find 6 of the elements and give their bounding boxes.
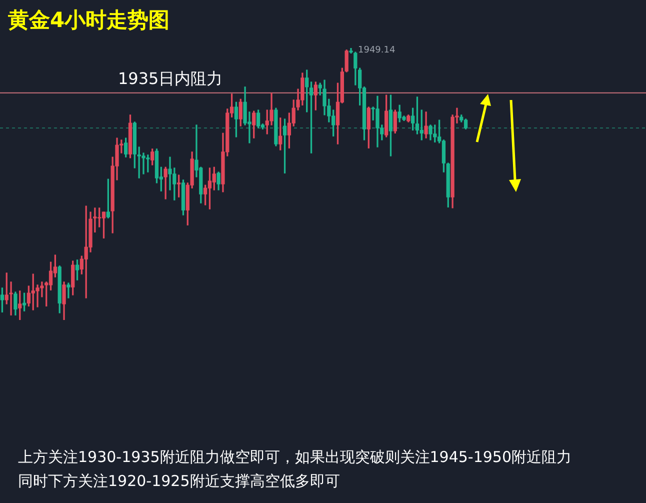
text: 上方关注1930-1935附近阻力做空即可，如果出现突破则关注1945-1950附近阻力 (18, 447, 572, 468)
candlestick (66, 282, 70, 298)
ref-line-label: 1935日内阻力 (118, 69, 223, 88)
annotation: 1949.14 (358, 45, 396, 56)
chart-title: 黄金4小时走势图 (8, 7, 170, 34)
text: 同时下方关注1920-1925附近支撑高空低多即可 (18, 471, 341, 492)
